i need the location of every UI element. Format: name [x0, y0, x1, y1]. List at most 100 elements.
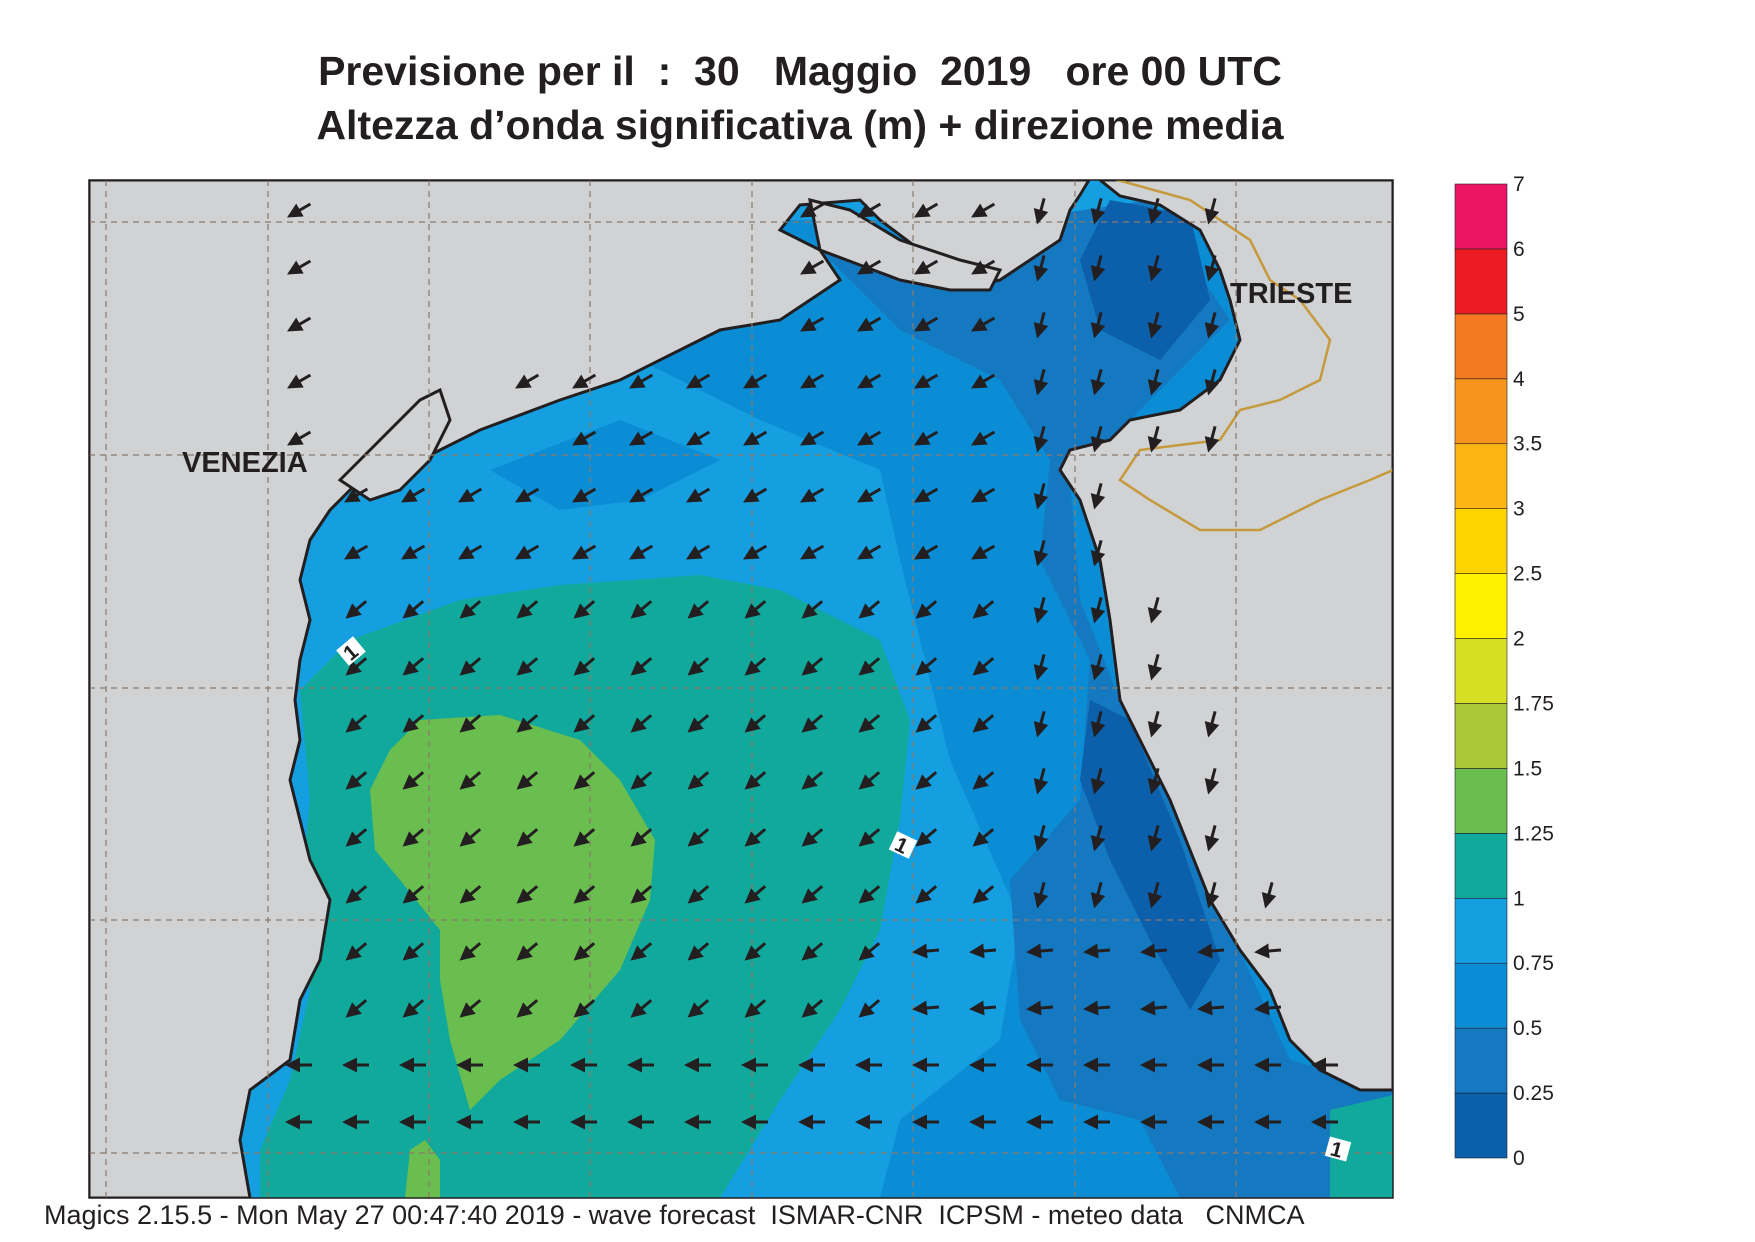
wave-arrow [402, 714, 425, 733]
wave-arrow [744, 885, 767, 904]
wave-arrow [1090, 483, 1106, 510]
color-legend: 0 0.25 0.5 0.75 1 1.25 1.5 1.75 2 2.5 3 3.5 4 5 6 7 [1454, 173, 1554, 1170]
wave-arrow [402, 828, 425, 847]
wave-arrow [345, 942, 368, 961]
wave-zone-1.25-south [405, 1140, 440, 1198]
wave-arrow [1090, 540, 1106, 567]
wave-arrow [345, 600, 368, 619]
wave-arrow [687, 771, 710, 790]
wave-arrow [743, 373, 768, 389]
legend-swatch-6 [1454, 183, 1508, 250]
wave-arrow [573, 999, 596, 1018]
wave-arrow [1033, 255, 1049, 282]
wave-arrow [801, 885, 824, 904]
wave-arrow [914, 202, 939, 218]
wave-arrow [1261, 882, 1277, 909]
legend-swatch-0.5 [1454, 962, 1508, 1029]
wave-arrow [858, 828, 881, 847]
wave-arrow [516, 828, 539, 847]
wave-arrow [857, 487, 882, 503]
wave-arrow [686, 373, 711, 389]
wave-arrow [401, 544, 426, 560]
wave-arrow [971, 430, 996, 446]
wave-arrow [971, 259, 996, 275]
wave-arrow [686, 544, 711, 560]
wave-arrow [972, 885, 995, 904]
legend-tick-label: 6 [1513, 238, 1525, 261]
wave-arrow [401, 487, 426, 503]
wave-arrow [744, 828, 767, 847]
legend-swatch-5 [1454, 248, 1508, 315]
wave-arrow [972, 714, 995, 733]
wave-arrow [914, 316, 939, 332]
wave-arrow [801, 657, 824, 676]
wave-arrow [801, 600, 824, 619]
wave-arrow [1204, 882, 1220, 909]
wave-arrow [1204, 426, 1220, 453]
wave-zone-0b [1080, 700, 1220, 1010]
wave-arrow [686, 487, 711, 503]
wave-arrow [857, 544, 882, 560]
city-label-trieste: TRIESTE [1230, 278, 1352, 310]
wave-arrow [858, 885, 881, 904]
footer-credits: Magics 2.15.5 - Mon May 27 00:47:40 2019… [44, 1200, 1305, 1230]
wave-arrow [1090, 882, 1106, 909]
legend-tick-label: 0.75 [1513, 952, 1554, 975]
legend-swatch-1.5 [1454, 703, 1508, 769]
wave-arrow [801, 771, 824, 790]
wave-arrow [459, 657, 482, 676]
land-lagoon-island [337, 387, 452, 502]
wave-arrow [344, 544, 369, 560]
legend-tick-label: 1.25 [1513, 822, 1554, 845]
graticule [89, 180, 1393, 1198]
wave-direction-arrows [285, 198, 1338, 1130]
legend-tick-label: 0.5 [1513, 1017, 1542, 1040]
wave-arrow [287, 373, 312, 389]
wave-arrow [1090, 312, 1106, 339]
wave-arrow [858, 657, 881, 676]
wave-arrow [744, 657, 767, 676]
wave-arrow [1090, 369, 1106, 396]
wave-arrow [459, 999, 482, 1018]
wave-zone-0 [1080, 200, 1210, 360]
wave-arrow [572, 544, 597, 560]
wave-arrow [1083, 943, 1111, 959]
wave-arrow [687, 828, 710, 847]
land-lagoon-island-2 [808, 197, 1003, 292]
wave-arrow [1033, 483, 1049, 510]
wave-arrow [459, 828, 482, 847]
wave-arrow [687, 999, 710, 1018]
wave-arrow [687, 600, 710, 619]
wave-arrow [459, 600, 482, 619]
wave-arrow [1204, 198, 1220, 225]
legend-tick-label: 2.5 [1513, 563, 1542, 586]
wave-arrow [1197, 943, 1225, 959]
wave-arrow [915, 885, 938, 904]
wave-arrow [915, 714, 938, 733]
wave-arrow [915, 828, 938, 847]
wave-arrow [402, 942, 425, 961]
wave-zone-0.25 [820, 200, 1393, 1198]
wave-arrow [744, 600, 767, 619]
wave-arrow [1147, 768, 1163, 795]
wave-arrow [800, 544, 825, 560]
wave-arrow [800, 487, 825, 503]
wave-arrow [287, 430, 312, 446]
wave-arrow [800, 259, 825, 275]
wave-arrow [800, 430, 825, 446]
wave-arrow [744, 999, 767, 1018]
wave-arrow [912, 1000, 940, 1016]
wave-arrow [1033, 540, 1049, 567]
wave-arrow [572, 430, 597, 446]
legend-swatch-0.75 [1454, 897, 1508, 964]
wave-arrow [1147, 255, 1163, 282]
wave-arrow [1254, 943, 1282, 959]
wave-arrow [402, 657, 425, 676]
wave-arrow [1147, 312, 1163, 339]
wave-arrow [1026, 1000, 1054, 1016]
legend-tick-label: 3.5 [1513, 433, 1542, 456]
wave-arrow [914, 430, 939, 446]
wave-arrow [345, 657, 368, 676]
wave-arrow [1033, 312, 1049, 339]
wave-arrow [516, 714, 539, 733]
